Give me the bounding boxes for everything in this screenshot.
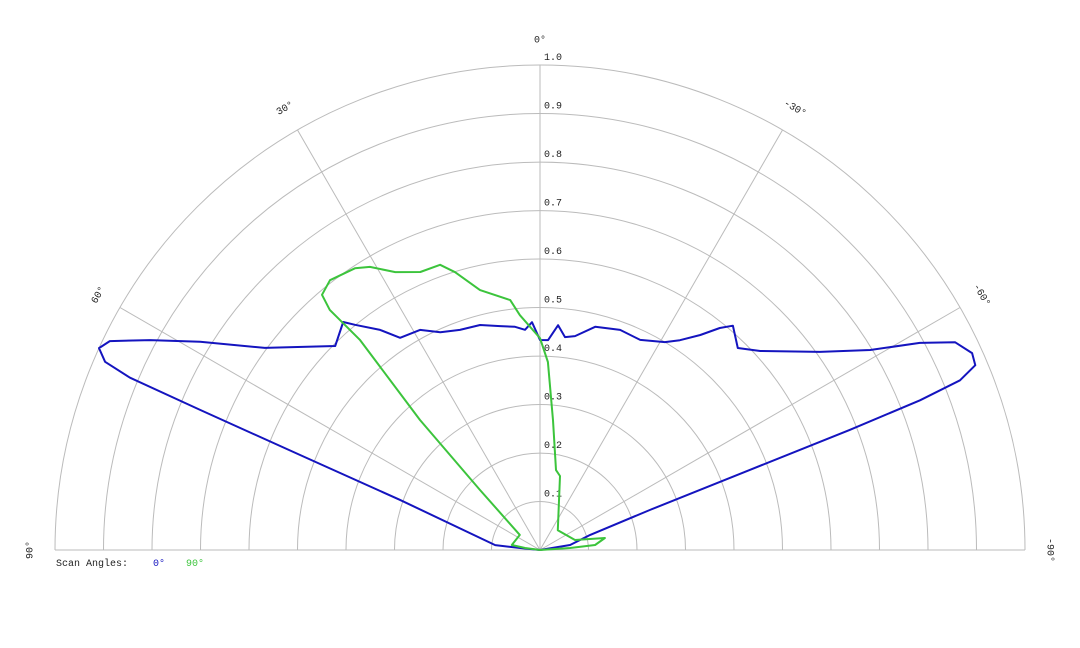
- series-line: [321, 263, 606, 551]
- grid-spoke: [539, 129, 783, 551]
- legend-title: Scan Angles:: [56, 558, 128, 570]
- legend-entry: 90°: [186, 558, 204, 570]
- legend-entry: 0°: [153, 558, 165, 570]
- theta-tick-label: 0°: [534, 35, 546, 47]
- r-tick-label: 0.5: [544, 296, 562, 307]
- r-tick-label: 0.2: [544, 441, 562, 452]
- theta-tick-label: -90°: [1043, 538, 1055, 562]
- grid-spoke: [297, 129, 541, 551]
- theta-tick-label: 60°: [89, 285, 108, 307]
- r-tick-label: 0.8: [544, 150, 562, 161]
- theta-tick-label: 90°: [25, 541, 37, 559]
- r-tick-label: 0.3: [544, 393, 562, 404]
- series-line: [98, 321, 977, 551]
- r-tick-label: 1.0: [544, 53, 562, 64]
- r-tick-label: 0.7: [544, 199, 562, 210]
- theta-tick-label: -30°: [781, 98, 808, 120]
- r-tick-label: 0.9: [544, 102, 562, 113]
- r-tick-label: 0.1: [544, 490, 562, 501]
- r-tick-label: 0.6: [544, 247, 562, 258]
- grid-spoke: [119, 307, 541, 551]
- theta-tick-label: -60°: [970, 282, 992, 309]
- r-tick-label: 0.4: [544, 344, 562, 355]
- theta-tick-label: 30°: [275, 99, 297, 118]
- grid-spoke: [539, 307, 961, 551]
